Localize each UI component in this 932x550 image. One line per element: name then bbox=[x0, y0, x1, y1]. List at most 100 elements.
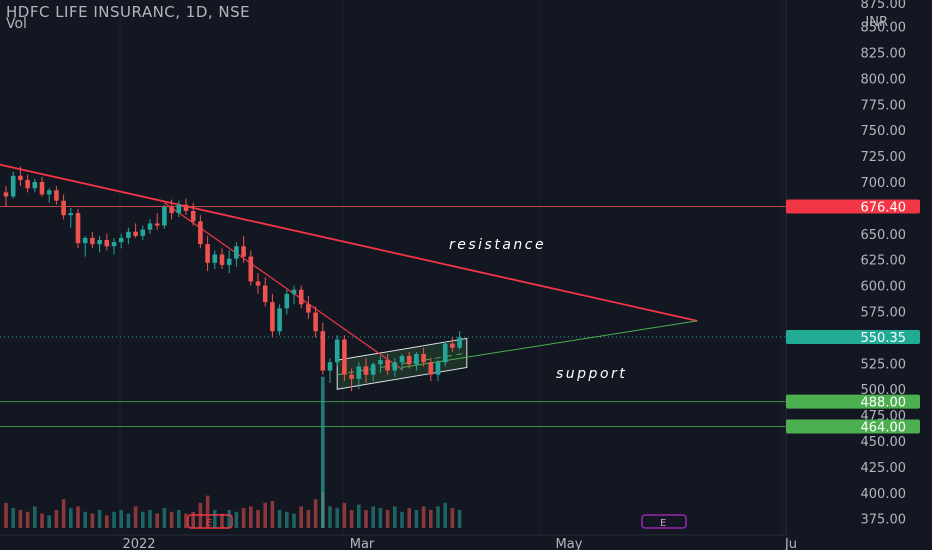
symbol-title[interactable]: HDFC LIFE INSURANC, 1D, NSE bbox=[6, 3, 251, 21]
candle bbox=[162, 206, 167, 226]
candle bbox=[118, 237, 124, 243]
price-axis-currency: INR bbox=[865, 15, 888, 30]
price-tick-label: 600.00 bbox=[861, 280, 907, 295]
volume-label: Vol bbox=[6, 16, 27, 32]
time-axis[interactable]: 2022 Mar May Ju bbox=[0, 534, 797, 550]
volume-bar bbox=[119, 510, 123, 528]
volume-bar bbox=[213, 510, 217, 528]
candle bbox=[234, 246, 239, 259]
candle bbox=[226, 258, 232, 265]
candle bbox=[61, 200, 66, 216]
candle bbox=[18, 175, 23, 180]
volume-bar bbox=[227, 510, 231, 528]
price-badge-last_price bbox=[786, 330, 920, 345]
price-badge-label: 488.00 bbox=[861, 396, 907, 411]
candle bbox=[248, 256, 254, 282]
candle bbox=[291, 289, 297, 294]
candle bbox=[255, 281, 261, 286]
volume-bar bbox=[371, 506, 375, 528]
candle bbox=[320, 331, 326, 371]
price-tick-label: 575.00 bbox=[861, 306, 907, 321]
resistance-trendline bbox=[0, 163, 698, 322]
volume-bar bbox=[234, 511, 239, 528]
earnings-marker-2[interactable] bbox=[641, 514, 687, 529]
volume-bar bbox=[220, 513, 224, 528]
candle bbox=[147, 223, 153, 230]
earnings-marker-1[interactable] bbox=[187, 514, 233, 529]
candle bbox=[104, 240, 110, 247]
price-tick-label: 700.00 bbox=[861, 176, 907, 191]
volume-bar bbox=[335, 508, 339, 528]
candle bbox=[97, 240, 102, 245]
volume-bar bbox=[205, 495, 210, 528]
volume-bar bbox=[54, 510, 59, 528]
volume-bar bbox=[292, 513, 296, 528]
candle bbox=[406, 356, 412, 365]
candle bbox=[284, 293, 290, 309]
candle bbox=[342, 339, 347, 375]
event-markers[interactable]: E E bbox=[187, 514, 687, 529]
volume-bar bbox=[450, 508, 455, 528]
volume-bar bbox=[40, 513, 44, 528]
price-tick-label: 650.00 bbox=[861, 228, 907, 243]
support-trendline bbox=[401, 320, 698, 368]
volume-bar bbox=[126, 513, 131, 528]
volume-bar bbox=[177, 510, 181, 528]
volume-bar bbox=[97, 510, 102, 528]
candle bbox=[349, 374, 354, 379]
candle bbox=[90, 237, 95, 245]
price-tick-label: 825.00 bbox=[861, 47, 907, 62]
volume-bar bbox=[436, 506, 440, 528]
volume-bar bbox=[349, 510, 354, 528]
candle bbox=[183, 204, 189, 212]
time-axis-label: Mar bbox=[350, 537, 375, 550]
candle bbox=[82, 237, 88, 244]
candle bbox=[212, 254, 218, 263]
volume-bar bbox=[33, 506, 37, 528]
candle bbox=[306, 304, 311, 313]
volume-bar bbox=[378, 508, 383, 528]
price-axis[interactable]: 875.00 INR 850.00 825.00 800.00 775.00 750.0… bbox=[785, 0, 932, 550]
volume-bar bbox=[457, 510, 462, 528]
price-tick-label: 725.00 bbox=[861, 150, 907, 165]
earnings-marker-1-label: E bbox=[206, 518, 212, 529]
volume-bar bbox=[364, 510, 368, 528]
candle bbox=[457, 337, 462, 348]
resistance-annotation: resistance bbox=[449, 237, 546, 253]
price-tick-label: 625.00 bbox=[861, 254, 907, 269]
candle bbox=[370, 364, 376, 375]
time-axis-label: 2022 bbox=[122, 537, 155, 550]
candle bbox=[277, 308, 282, 332]
volume-bar bbox=[277, 510, 282, 528]
volume-bar bbox=[61, 499, 66, 528]
candles[interactable] bbox=[3, 166, 462, 392]
price-axis-top-partial: 875.00 bbox=[861, 0, 907, 12]
price-badge-label: 676.40 bbox=[861, 200, 907, 215]
volume-bar bbox=[155, 513, 159, 528]
volume-bars bbox=[4, 376, 462, 528]
volume-bar bbox=[270, 501, 275, 528]
candle bbox=[356, 366, 362, 379]
candle bbox=[378, 360, 383, 365]
candle bbox=[327, 362, 333, 371]
candle bbox=[154, 223, 160, 226]
candle bbox=[176, 204, 182, 214]
candle bbox=[32, 182, 38, 189]
candle bbox=[392, 362, 398, 371]
volume-bar bbox=[105, 515, 109, 528]
candle bbox=[25, 179, 30, 189]
candle bbox=[219, 254, 225, 265]
volume-bar bbox=[148, 510, 152, 528]
volume-bar bbox=[443, 502, 447, 528]
candle bbox=[442, 343, 448, 363]
volume-bar bbox=[83, 511, 87, 528]
price-badge-label: 464.00 bbox=[861, 420, 907, 435]
volume-bar bbox=[112, 511, 116, 528]
candle bbox=[140, 229, 146, 236]
candle bbox=[10, 175, 16, 197]
candle bbox=[421, 353, 426, 363]
candle bbox=[270, 302, 275, 332]
volume-bar bbox=[342, 502, 347, 528]
